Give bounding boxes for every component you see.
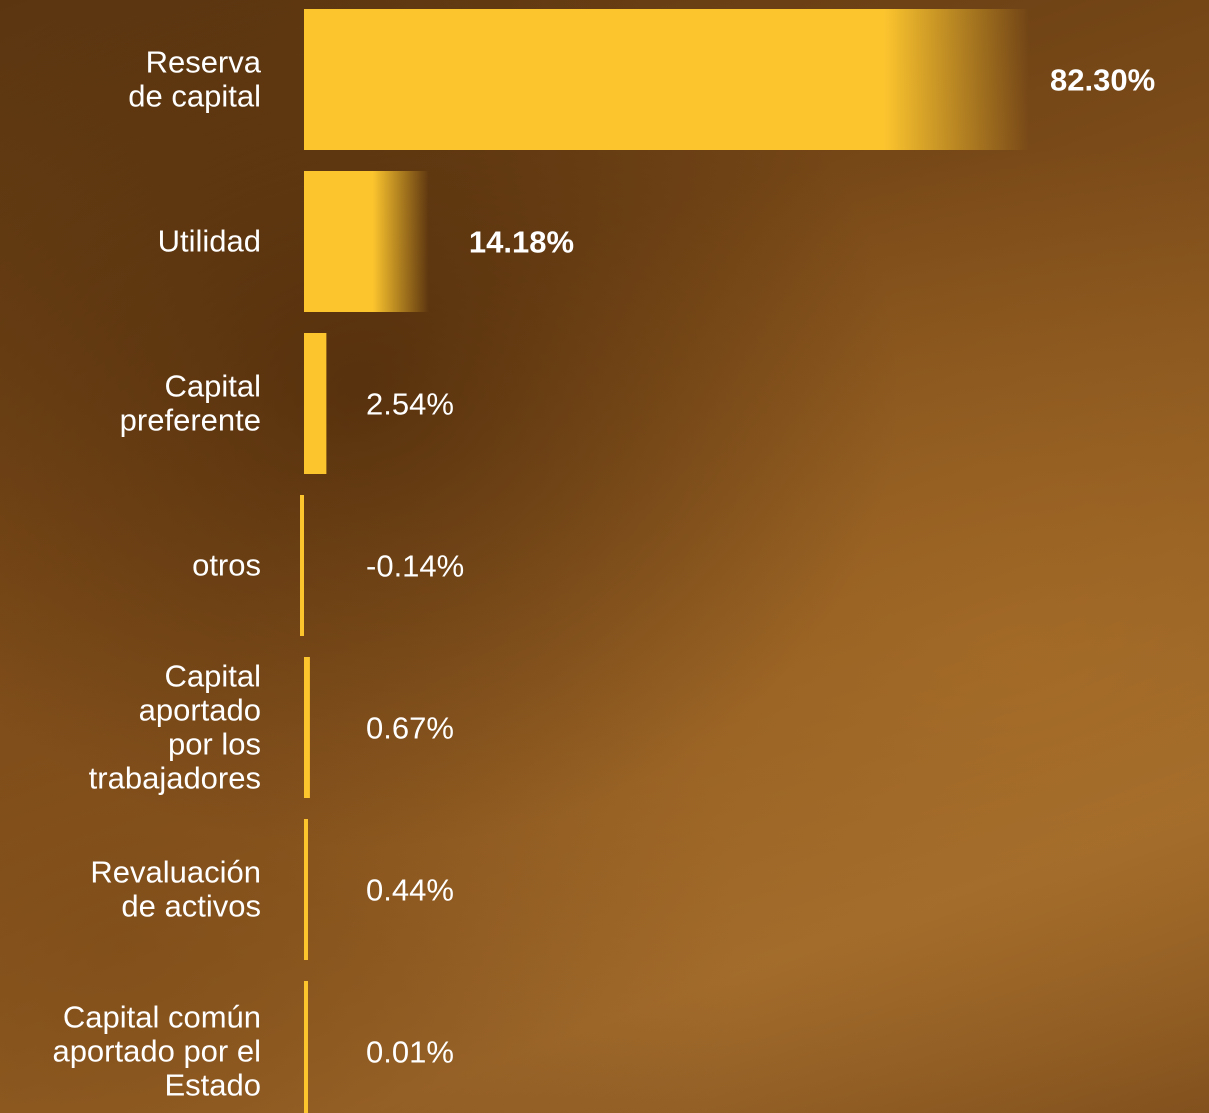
category-label-4: otros bbox=[192, 548, 261, 583]
category-label-line: Estado bbox=[164, 1068, 261, 1103]
category-label-line: trabajadores bbox=[89, 761, 261, 796]
bar-4 bbox=[300, 495, 304, 636]
category-label-line: aportado bbox=[139, 693, 261, 728]
category-label-1: Reserva de capital bbox=[128, 45, 261, 114]
category-label-line: Reserva bbox=[146, 45, 262, 80]
bar-3 bbox=[304, 333, 327, 474]
bar-1 bbox=[304, 9, 1029, 150]
category-label-line: por los bbox=[168, 727, 261, 762]
category-label-2: Utilidad bbox=[158, 224, 261, 259]
bar-2 bbox=[304, 171, 429, 312]
category-label-3: Capital preferente bbox=[120, 369, 261, 438]
category-label-line: Capital bbox=[165, 369, 262, 404]
value-label-6: 0.44% bbox=[366, 873, 454, 908]
category-label-6: Revaluación de activos bbox=[90, 855, 261, 924]
category-label-line: preferente bbox=[120, 403, 261, 438]
value-label-4: -0.14% bbox=[366, 549, 464, 584]
value-label-3: 2.54% bbox=[366, 387, 454, 422]
category-label-line: de capital bbox=[128, 79, 261, 114]
category-label-line: Capital común bbox=[63, 1000, 261, 1035]
category-label-line: de activos bbox=[121, 889, 261, 924]
category-label-7: Capital común aportado por el Estado bbox=[52, 1000, 261, 1103]
category-label-line: Capital bbox=[165, 659, 262, 694]
category-label-line: otros bbox=[192, 548, 261, 583]
bar-6 bbox=[304, 819, 308, 960]
bar-5 bbox=[304, 657, 310, 798]
value-label-5: 0.67% bbox=[366, 711, 454, 746]
value-label-1: 82.30% bbox=[1050, 63, 1155, 98]
category-label-5: Capital aportado por los trabajadores bbox=[89, 659, 261, 796]
value-label-2: 14.18% bbox=[469, 225, 574, 260]
category-label-line: Revaluación bbox=[90, 855, 261, 890]
category-label-line: Utilidad bbox=[158, 224, 261, 259]
value-label-7: 0.01% bbox=[366, 1035, 454, 1070]
category-label-line: aportado por el bbox=[52, 1034, 261, 1069]
bar-7 bbox=[304, 981, 308, 1113]
